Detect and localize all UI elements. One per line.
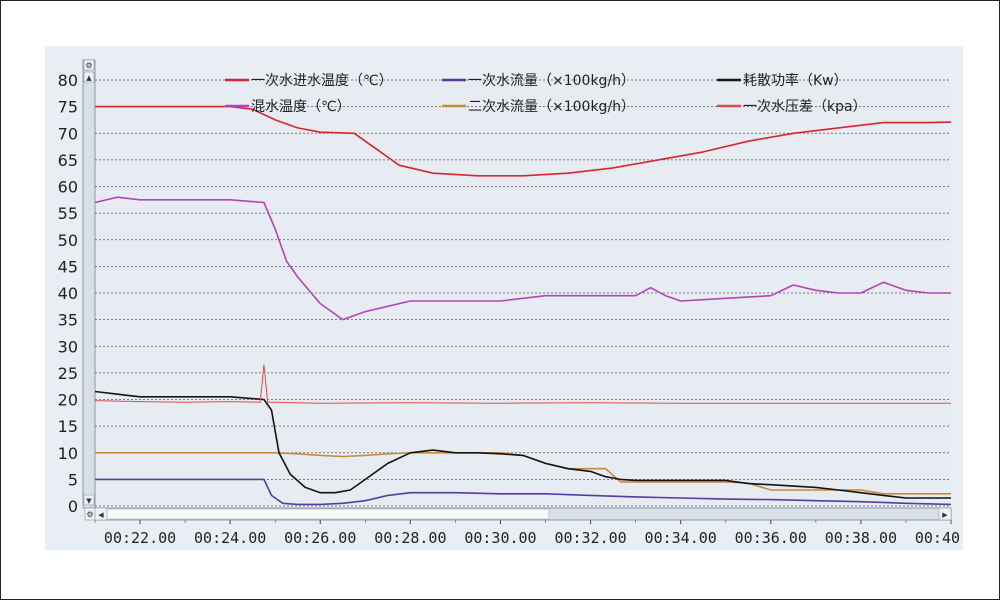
y-tick-label: 45 xyxy=(58,257,78,276)
top-settings-button[interactable] xyxy=(83,59,95,71)
legend-label: 一次水流量（×100kg/h） xyxy=(468,73,635,89)
legend-label: 二次水流量（×100kg/h） xyxy=(468,99,635,115)
x-axis: 00:22.00 00:24.00 00:26.00 00:28.00 00:30.00… xyxy=(94,520,963,547)
scroll-up-button[interactable] xyxy=(83,71,95,83)
chart-panel: ▲ ▼ ⚙ ⚙ ◀ ▶ 80 75 70 65 60 55 50 45 40 35 30 25 20 15… xyxy=(45,46,963,550)
y-tick-label: 35 xyxy=(58,311,78,330)
legend: 一次水进水温度（℃） 一次水流量（×100kg/h） 耗散功率（Kw） 混水温度（℃）… xyxy=(225,72,867,115)
y-tick-label: 0 xyxy=(68,497,78,516)
y-tick-label: 65 xyxy=(58,151,78,170)
y-tick-label: 10 xyxy=(58,444,78,463)
y-tick-label: 30 xyxy=(58,337,78,356)
series-line-primary-flow xyxy=(95,478,952,506)
vertical-scrollbar[interactable]: ▲ ▼ ⚙ xyxy=(82,59,96,509)
y-tick-label: 20 xyxy=(58,391,78,410)
y-tick-label: 70 xyxy=(58,124,78,143)
scroll-left-arrow-icon: ◀ xyxy=(98,511,104,519)
legend-label: 混水温度（℃） xyxy=(251,99,351,115)
y-tick-label: 50 xyxy=(58,231,78,250)
series-line-primary-pressure-diff xyxy=(94,364,951,404)
x-tick-label: 00:22.00 xyxy=(104,529,176,547)
scroll-down-arrow-icon: ▼ xyxy=(86,497,92,505)
scroll-thumb[interactable] xyxy=(106,508,550,520)
y-tick-label: 55 xyxy=(58,204,78,223)
scroll-up-arrow-icon: ▲ xyxy=(86,74,92,82)
x-tick-label: 00:30.00 xyxy=(464,529,536,547)
series-line-dissipated-power xyxy=(94,390,951,499)
legend-label: 一次水进水温度（℃） xyxy=(251,73,393,89)
series-line-mix-temp xyxy=(94,196,951,321)
legend-label: 一次水压差（kpa） xyxy=(743,99,867,115)
settings-icon: ⚙ xyxy=(85,61,92,70)
x-tick-label: 00:40.00 xyxy=(915,529,963,547)
y-tick-label: 40 xyxy=(58,284,78,303)
scroll-right-arrow-icon: ▶ xyxy=(942,511,948,519)
scroll-right-button[interactable] xyxy=(938,507,952,521)
x-tick-label: 00:32.00 xyxy=(554,529,626,547)
grid-lines xyxy=(95,79,951,507)
y-tick-label: 15 xyxy=(58,417,78,436)
horizontal-scrollbar[interactable]: ⚙ ◀ ▶ xyxy=(84,507,952,521)
x-tick-label: 00:34.00 xyxy=(645,529,717,547)
trend-chart: ▲ ▼ ⚙ ⚙ ◀ ▶ 8075706560555045403530252015… xyxy=(58,59,963,547)
x-tick-label: 00:28.00 xyxy=(374,529,446,547)
x-tick-label: 00:24.00 xyxy=(194,529,266,547)
y-tick-label: 80 xyxy=(58,71,78,90)
scroll-down-button[interactable] xyxy=(83,494,95,506)
y-tick-label: 25 xyxy=(58,364,78,383)
series-line-primary-inlet-temp xyxy=(95,105,952,177)
y-tick-label: 60 xyxy=(58,178,78,197)
x-tick-label: 00:38.00 xyxy=(825,529,897,547)
series-lines xyxy=(94,105,952,506)
y-tick-label: 5 xyxy=(68,470,78,489)
x-tick-label: 00:36.00 xyxy=(735,529,807,547)
x-tick-label: 00:26.00 xyxy=(284,529,356,547)
y-tick-label: 75 xyxy=(58,98,78,117)
settings-icon: ⚙ xyxy=(86,510,93,519)
legend-label: 耗散功率（Kw） xyxy=(743,72,848,89)
